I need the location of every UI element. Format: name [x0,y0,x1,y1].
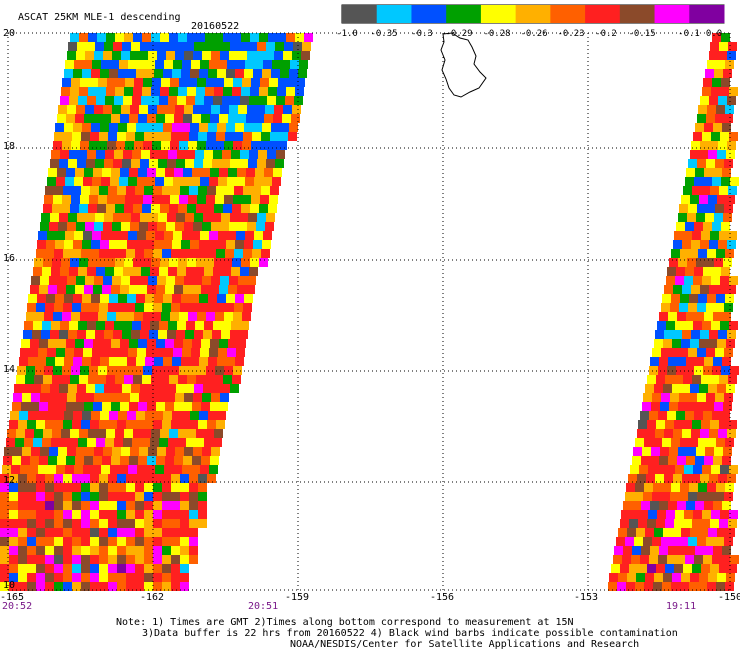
lon-label: -156 [430,592,455,603]
colorbar-swatch [342,5,378,23]
left-swath [0,33,313,591]
footer-note-1: Note: 1) Times are GMT 2)Times along bot… [116,617,574,628]
colorbar-swatch [654,5,690,23]
lat-label: 10 [3,580,16,591]
colorbar-swatch [689,5,725,23]
time-label: 20:51 [248,601,279,612]
colorbar-label: -0.15 [628,29,656,39]
lon-label: -153 [574,592,599,603]
right-swath [608,33,739,591]
colorbar-label: 0.0 [705,29,723,39]
colorbar-swatch [376,5,412,23]
colorbar-swatch [515,5,551,23]
map-date: 20160522 [191,21,240,32]
lon-label: -159 [285,592,310,603]
footer-credit: NOAA/NESDIS/Center for Satellite Applica… [290,639,640,650]
lat-label: 20 [3,28,16,39]
colorbar-label: -0.3 [411,29,433,39]
lat-label: 16 [3,253,16,264]
lat-label: 18 [3,141,16,152]
footer-note-2: 3)Data buffer is 22 hrs from 20160522 4)… [142,628,678,639]
lon-label: -165 [0,592,25,603]
lon-label: -150 [718,592,740,603]
colorbar-swatch [619,5,656,23]
map-title: ASCAT 25KM MLE-1 descending [18,12,181,23]
colorbar-label: -0.35 [370,29,398,39]
colorbar-label: -0.23 [557,29,585,39]
lat-label: 12 [3,475,16,486]
time-label: 20:52 [2,601,33,612]
colorbar-label: -1.0 [336,29,358,39]
colorbar-swatch [480,5,517,23]
colorbar-label: -0.26 [520,29,548,39]
colorbar-swatch [411,5,447,23]
time-label: 19:11 [666,601,697,612]
colorbar-label: -0.29 [445,29,473,39]
colorbar-swatch [585,5,621,23]
colorbar-label: -0.28 [483,29,511,39]
colorbar-label: -0.2 [595,29,617,39]
colorbar-label: -0.1 [678,29,700,39]
lon-label: -162 [140,592,165,603]
graticule [7,32,731,591]
hawaii-coastline [440,32,487,98]
colorbar-swatch [446,5,482,23]
colorbar-swatch [550,5,586,23]
lat-label: 14 [3,364,16,375]
colorbar [342,5,725,23]
